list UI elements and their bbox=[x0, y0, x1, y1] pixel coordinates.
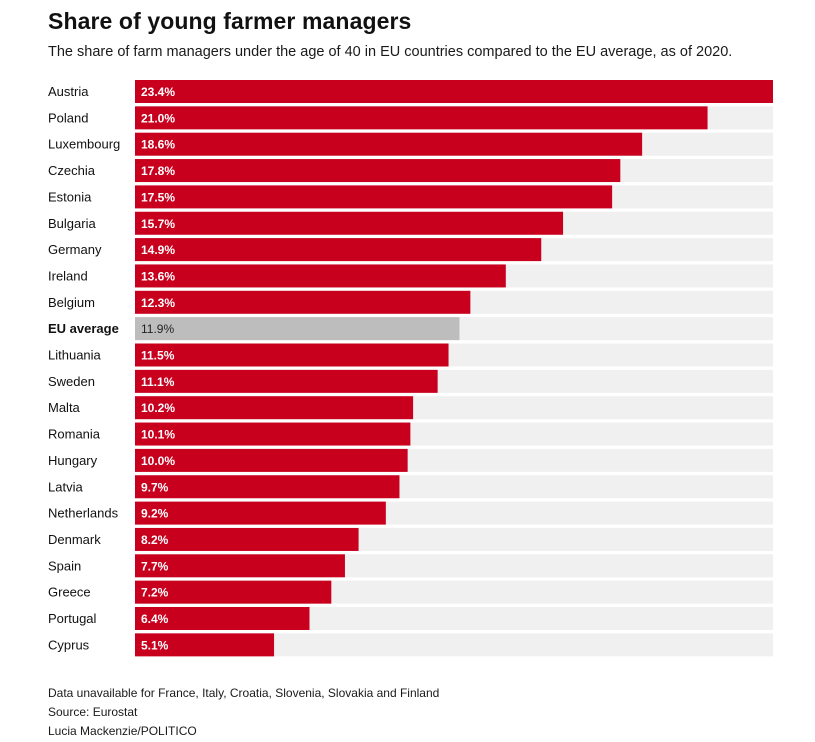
bar-denmark bbox=[135, 527, 359, 551]
footnote-unavailable: Data unavailable for France, Italy, Croa… bbox=[48, 686, 440, 700]
category-label-cyprus: Cyprus bbox=[48, 637, 90, 652]
value-label-luxembourg: 18.6% bbox=[141, 138, 175, 152]
category-label-malta: Malta bbox=[48, 400, 81, 415]
bar-cyprus bbox=[135, 633, 275, 657]
category-label-czechia: Czechia bbox=[48, 163, 96, 178]
value-label-cyprus: 5.1% bbox=[141, 638, 169, 652]
category-label-hungary: Hungary bbox=[48, 453, 98, 468]
category-label-spain: Spain bbox=[48, 558, 81, 573]
bar-austria bbox=[135, 80, 773, 103]
value-label-greece: 7.2% bbox=[141, 586, 169, 600]
value-label-belgium: 12.3% bbox=[141, 296, 175, 310]
bar-netherlands bbox=[135, 501, 386, 525]
chart-title: Share of young farmer managers bbox=[48, 8, 412, 34]
bar-germany bbox=[135, 238, 542, 262]
category-label-sweden: Sweden bbox=[48, 374, 95, 389]
value-label-poland: 21.0% bbox=[141, 111, 175, 125]
bar-estonia bbox=[135, 185, 613, 209]
category-label-romania: Romania bbox=[48, 427, 101, 442]
value-label-romania: 10.1% bbox=[141, 428, 175, 442]
bar-latvia bbox=[135, 475, 400, 499]
chart-subtitle: The share of farm managers under the age… bbox=[48, 44, 733, 60]
value-label-hungary: 10.0% bbox=[141, 454, 175, 468]
category-label-poland: Poland bbox=[48, 110, 88, 125]
category-label-estonia: Estonia bbox=[48, 189, 92, 204]
value-label-bulgaria: 15.7% bbox=[141, 217, 175, 231]
bar-poland bbox=[135, 106, 708, 130]
category-label-greece: Greece bbox=[48, 585, 91, 600]
bar-czechia bbox=[135, 159, 621, 183]
category-label-lithuania: Lithuania bbox=[48, 348, 102, 363]
bar-spain bbox=[135, 554, 345, 578]
category-label-bulgaria: Bulgaria bbox=[48, 216, 96, 231]
value-label-eu-average: 11.9% bbox=[141, 322, 174, 336]
bar-ireland bbox=[135, 264, 506, 288]
category-label-latvia: Latvia bbox=[48, 479, 83, 494]
value-label-spain: 7.7% bbox=[141, 559, 169, 573]
bar-malta bbox=[135, 396, 414, 420]
bar-luxembourg bbox=[135, 132, 643, 156]
category-label-belgium: Belgium bbox=[48, 295, 95, 310]
bar-greece bbox=[135, 580, 332, 604]
value-label-austria: 23.4% bbox=[141, 85, 175, 99]
credit-note: Lucia Mackenzie/POLITICO bbox=[48, 724, 197, 738]
value-label-sweden: 11.1% bbox=[141, 375, 175, 389]
value-label-netherlands: 9.2% bbox=[141, 507, 169, 521]
value-label-estonia: 17.5% bbox=[141, 190, 175, 204]
bar-portugal bbox=[135, 607, 310, 630]
bar-eu-average bbox=[135, 317, 460, 341]
category-label-luxembourg: Luxembourg bbox=[48, 137, 120, 152]
value-label-ireland: 13.6% bbox=[141, 269, 175, 283]
category-label-austria: Austria bbox=[48, 84, 89, 99]
category-label-eu-average: EU average bbox=[48, 321, 119, 336]
source-note: Source: Eurostat bbox=[48, 705, 138, 719]
bar-lithuania bbox=[135, 343, 449, 367]
value-label-malta: 10.2% bbox=[141, 401, 175, 415]
bar-sweden bbox=[135, 369, 438, 393]
value-label-denmark: 8.2% bbox=[141, 533, 169, 547]
bar-chart: Austria 23.4% Poland 21.0% Luxembourg 18.6% Cz… bbox=[48, 80, 773, 657]
bar-romania bbox=[135, 422, 411, 446]
value-label-portugal: 6.4% bbox=[141, 612, 169, 626]
bar-belgium bbox=[135, 290, 471, 314]
bar-bulgaria bbox=[135, 211, 564, 235]
category-label-portugal: Portugal bbox=[48, 611, 97, 626]
category-label-ireland: Ireland bbox=[48, 268, 88, 283]
bar-track-cyprus bbox=[135, 633, 773, 657]
category-label-netherlands: Netherlands bbox=[48, 506, 119, 521]
value-label-lithuania: 11.5% bbox=[141, 349, 175, 363]
value-label-czechia: 17.8% bbox=[141, 164, 175, 178]
category-label-germany: Germany bbox=[48, 242, 102, 257]
value-label-germany: 14.9% bbox=[141, 243, 175, 257]
category-label-denmark: Denmark bbox=[48, 532, 101, 547]
bar-hungary bbox=[135, 448, 408, 472]
value-label-latvia: 9.7% bbox=[141, 480, 169, 494]
